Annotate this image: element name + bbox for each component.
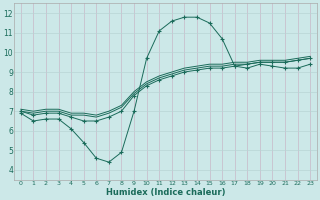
X-axis label: Humidex (Indice chaleur): Humidex (Indice chaleur) xyxy=(106,188,225,197)
